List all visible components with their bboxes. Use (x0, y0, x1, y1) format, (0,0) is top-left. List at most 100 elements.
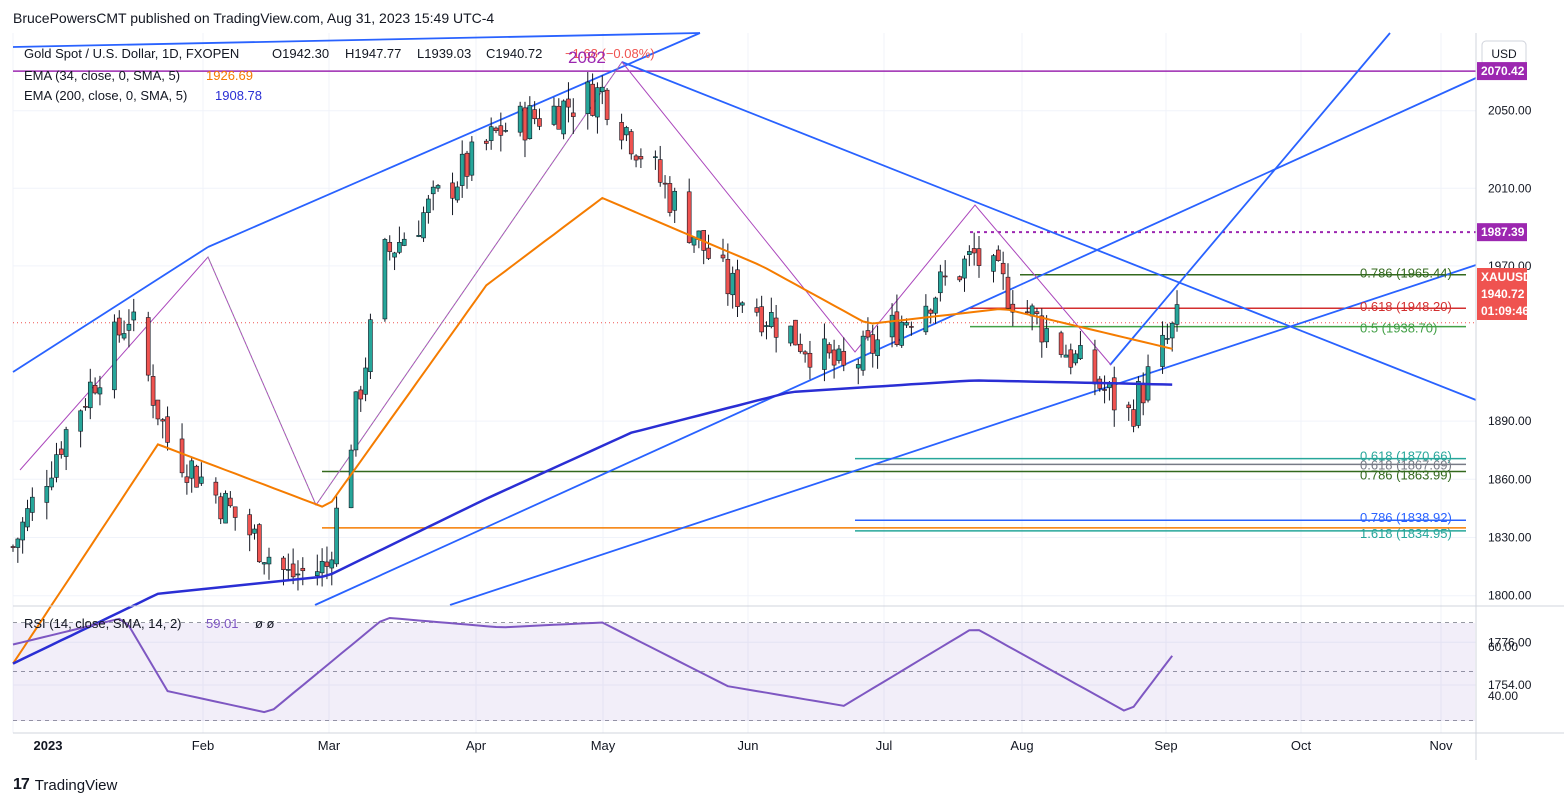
candle-body (1126, 404, 1132, 409)
candle-body (764, 325, 769, 328)
fib-label: 0.5 (1938.70) (1360, 321, 1437, 336)
candle-body (387, 241, 393, 252)
candle-body (706, 247, 711, 259)
low-value: L1939.03 (417, 46, 471, 61)
candle-body (991, 255, 996, 272)
time-tick: Mar (318, 738, 341, 753)
candle-body (469, 141, 475, 176)
candle-body (126, 323, 132, 331)
trendline-0 (12, 246, 209, 373)
price-tick: 1830.00 (1488, 531, 1532, 545)
candle-body (348, 449, 354, 509)
candle-body (314, 571, 320, 576)
price-tag-label: 1940.72 (1481, 287, 1525, 301)
candle-body (300, 567, 306, 572)
candle-body (252, 528, 257, 534)
price-tag-label: XAUUSD (1481, 270, 1532, 284)
candle-body (894, 311, 900, 345)
candle-body (257, 524, 262, 563)
candle-body (788, 325, 793, 344)
time-tick: Oct (1291, 738, 1312, 753)
candle-body (20, 521, 25, 541)
candle-body (735, 269, 740, 307)
fib-label: 0.618 (1948.20) (1360, 299, 1452, 314)
candle-body (426, 198, 431, 213)
candle-body (484, 140, 489, 144)
candle-body (232, 506, 238, 518)
price-tag-bg (1477, 285, 1527, 303)
candle-body (266, 556, 272, 565)
published-on-text: published on TradingView.com, (130, 10, 324, 26)
candle-body (570, 112, 576, 117)
open-value: O1942.30 (272, 46, 329, 61)
candle-body (213, 481, 219, 496)
price-tag-label: 2070.42 (1481, 64, 1525, 78)
price-tag-bg (1477, 223, 1527, 242)
candle-body (223, 492, 228, 524)
rsi-band (13, 623, 1475, 721)
candle-body (551, 105, 557, 125)
candle-body (976, 248, 982, 266)
rsi-axis-ticks: 60.00 40.00 (1488, 640, 1518, 703)
candle-body (329, 559, 335, 569)
candle-body (899, 321, 905, 346)
footer: 17 TradingView (13, 776, 117, 794)
candle-body (942, 275, 948, 278)
candle-body (92, 384, 98, 394)
candle-body (150, 376, 156, 406)
trendline-3 (621, 61, 1477, 401)
candle-body (889, 314, 895, 338)
time-tick: Jul (876, 738, 893, 753)
time-axis: 2023 Feb Mar Apr May Jun Jul Aug Sep Oct Nov (34, 738, 1454, 753)
candle-body (290, 563, 296, 578)
candle-body (295, 573, 301, 576)
candle-body (1165, 338, 1170, 340)
candle-body (730, 272, 735, 296)
ema34-legend-value: 1926.69 (206, 68, 253, 83)
candle-body (131, 311, 137, 321)
trendline-2 (12, 32, 701, 48)
candle-body (633, 155, 639, 161)
candle-body (836, 348, 842, 361)
candle-body (556, 105, 562, 130)
candle-body (1068, 349, 1074, 368)
candle-body (928, 309, 934, 314)
candle-body (353, 391, 359, 451)
candle-body (10, 546, 16, 548)
candle-body (49, 477, 54, 488)
candle-body (319, 561, 325, 574)
candle-body (971, 248, 977, 254)
candle-body (933, 297, 938, 314)
candle-body (585, 81, 591, 114)
candle-body (392, 252, 397, 258)
time-tick: Apr (466, 738, 487, 753)
candle-body (459, 153, 465, 186)
candle-body (590, 83, 595, 116)
candle-body (875, 339, 880, 357)
candle-body (619, 122, 624, 141)
author-name[interactable]: BrucePowersCMT (13, 10, 127, 26)
candle-body (199, 476, 204, 484)
candle-body (1160, 334, 1165, 367)
close-value: C1940.72 (486, 46, 542, 61)
ema34-line (12, 196, 1173, 665)
brand-name[interactable]: TradingView (34, 776, 118, 794)
candle-body (561, 100, 566, 135)
candle-body (938, 271, 943, 294)
candle-body (802, 351, 808, 355)
candle-body (855, 364, 861, 369)
candle-body (1131, 409, 1136, 427)
candle-body (179, 438, 185, 474)
price-tick: 1890.00 (1488, 414, 1532, 428)
candle-body (155, 399, 161, 420)
candle-body (160, 419, 166, 422)
fib-label: 1.618 (1834.95) (1360, 526, 1452, 541)
candle-body (1005, 276, 1011, 309)
candle-body (604, 89, 610, 120)
candle-body (430, 186, 436, 195)
time-tick: 2023 (34, 738, 63, 753)
symbol-title: Gold Spot / U.S. Dollar, 1D, FXOPEN (24, 46, 239, 61)
price-tick: 1776.00 (1488, 635, 1532, 649)
tradingview-logo-icon[interactable]: 17 (13, 776, 30, 793)
